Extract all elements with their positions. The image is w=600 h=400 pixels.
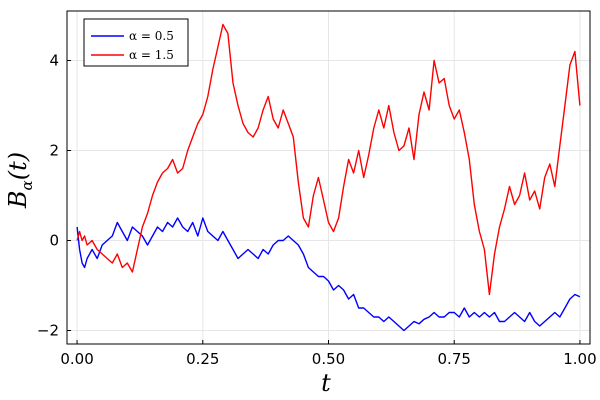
- y-axis-label-main: B: [4, 190, 32, 209]
- y-tick-label: −2: [37, 322, 59, 340]
- grid-lines: [67, 11, 590, 344]
- series-line-1: [76, 217, 581, 332]
- legend-label-series-2: α = 1.5: [129, 48, 174, 62]
- legend-box: [83, 18, 189, 67]
- x-tick-label: 0.50: [312, 350, 345, 368]
- series-line-2: [76, 23, 581, 296]
- x-tick-label: 0.75: [438, 350, 471, 368]
- y-tick-label: 0: [49, 232, 59, 250]
- y-axis-ticks: −2 0 2 4: [37, 52, 71, 340]
- x-axis-ticks: 0.00 0.25 0.50 0.75 1.00: [60, 340, 597, 368]
- y-axis-label: Bα(t): [4, 152, 36, 209]
- y-tick-label: 2: [49, 142, 59, 160]
- series-layer: [76, 23, 581, 332]
- legend: α = 0.5 α = 1.5: [83, 18, 189, 67]
- x-tick-label: 1.00: [563, 350, 596, 368]
- x-tick-label: 0.25: [186, 350, 219, 368]
- x-tick-label: 0.00: [60, 350, 93, 368]
- y-axis-label-rest: (t): [4, 152, 32, 180]
- y-axis-label-sub: α: [18, 180, 36, 190]
- legend-label-series-1: α = 0.5: [129, 29, 174, 43]
- x-axis-label: t: [321, 369, 331, 397]
- y-tick-label: 4: [49, 52, 59, 70]
